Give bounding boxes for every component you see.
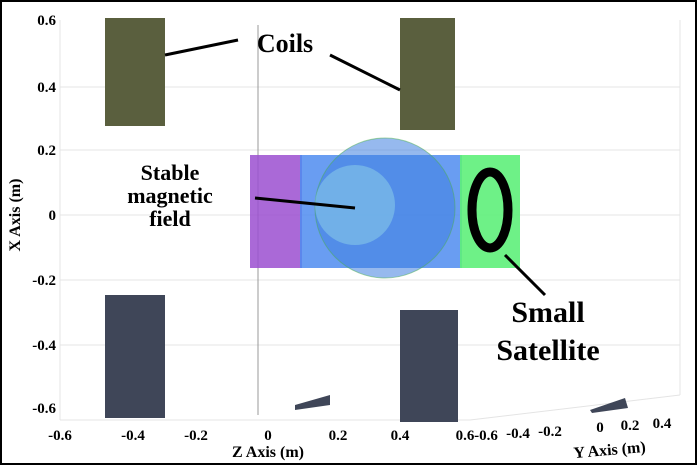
coil: [105, 18, 165, 126]
tick-label: 0: [49, 208, 57, 224]
tick-label: -0.4: [121, 428, 145, 444]
tick-label: -0.2: [538, 424, 562, 440]
tick-label: 0.4: [37, 80, 56, 96]
tick-label: 0: [596, 420, 604, 436]
annotation: Stable: [141, 160, 200, 185]
axis-title: X Axis (m): [7, 179, 24, 252]
coil: [105, 295, 165, 418]
annotation: field: [149, 206, 191, 231]
tick-label: 0.4: [653, 416, 672, 432]
tick-label: 0.2: [329, 428, 348, 444]
annotation: Satellite: [496, 334, 599, 367]
figure: Coils Stable magnetic field Small Satell…: [0, 0, 697, 465]
tick-label: 0: [264, 428, 272, 444]
tick-label: -0.6: [32, 401, 56, 417]
axis-title: Z Axis (m): [232, 444, 304, 461]
coil: [400, 310, 458, 422]
tick-label: 0.4: [391, 428, 410, 444]
tick-label: 0.6: [456, 428, 475, 444]
tick-label: -0.6: [48, 428, 72, 444]
tick-label: -0.6: [474, 428, 498, 444]
coil: [400, 18, 455, 130]
annotation: Coils: [257, 29, 313, 58]
tick-label: -0.2: [32, 273, 56, 289]
tick-label: -0.2: [184, 428, 208, 444]
annotation: magnetic: [127, 183, 213, 208]
satellite-face: [250, 155, 302, 268]
tick-label: -0.4: [506, 426, 530, 442]
tick-label: 0.2: [37, 143, 56, 159]
annotation: Small: [511, 296, 584, 329]
tick-label: 0.6: [37, 13, 56, 29]
tick-label: 0.2: [621, 418, 640, 434]
tick-label: -0.4: [32, 338, 56, 354]
